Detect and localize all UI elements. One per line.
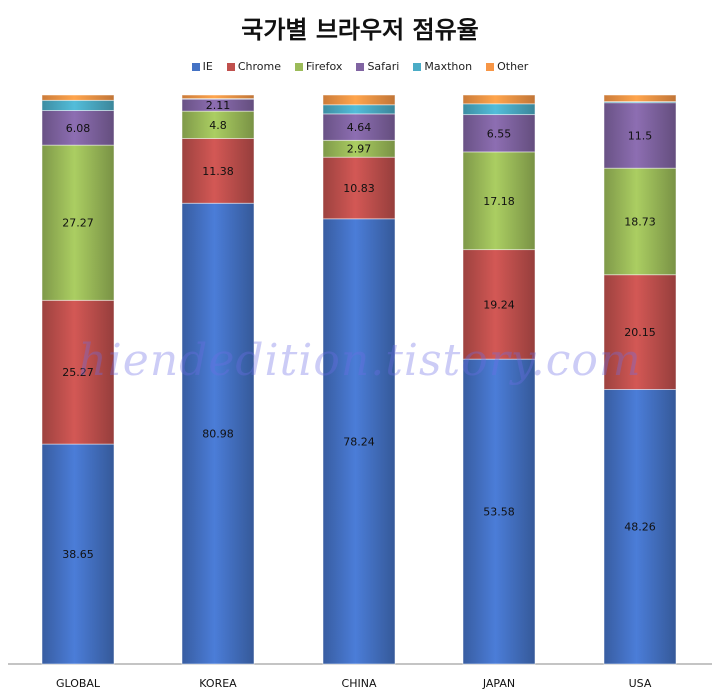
data-labels-group: 38.65 25.27 27.27 6.08 80.98 11.38 4.8 2.11 78.2…	[62, 99, 656, 561]
bar-segment-korea-chrome	[181, 138, 255, 204]
legend-label: IE	[202, 60, 213, 73]
bar-segment-china-chrome	[322, 156, 396, 220]
data-label-global-ie: 38.65	[62, 548, 94, 561]
bar-segment-japan-ie	[462, 358, 536, 665]
data-label-japan-safari: 6.55	[487, 127, 512, 140]
legend-item-safari: Safari	[356, 60, 399, 73]
bar-segment-usa-safari	[603, 102, 677, 169]
data-label-korea-chrome: 11.38	[202, 165, 234, 178]
data-label-china-safari: 4.64	[347, 121, 372, 134]
bar-segment-japan-maxthon	[462, 103, 536, 116]
data-label-usa-ie: 48.26	[624, 521, 656, 534]
data-label-china-chrome: 10.83	[343, 182, 375, 195]
x-tick-label-usa: USA	[629, 677, 652, 690]
bar-segment-china-ie	[322, 218, 396, 665]
bar-segment-japan-other	[462, 94, 536, 105]
data-label-korea-firefox: 4.8	[209, 119, 227, 132]
legend: IE Chrome Firefox Safari Maxthon Other	[0, 60, 720, 73]
data-label-global-firefox: 27.27	[62, 217, 94, 230]
data-label-korea-safari: 2.11	[206, 99, 231, 112]
data-label-korea-ie: 80.98	[202, 428, 234, 441]
legend-swatch	[295, 62, 304, 71]
data-label-china-firefox: 2.97	[347, 143, 372, 156]
legend-label: Firefox	[306, 60, 343, 73]
bars-group	[41, 94, 677, 665]
bar-segment-usa-other	[603, 94, 677, 103]
x-tick-label-global: GLOBAL	[56, 677, 101, 690]
data-label-japan-chrome: 19.24	[483, 298, 515, 311]
bar-segment-global-maxthon	[41, 99, 115, 111]
legend-swatch	[486, 62, 495, 71]
x-tick-labels-group: GLOBAL KOREA CHINA JAPAN USA	[56, 677, 652, 690]
bar-segment-usa-ie	[603, 389, 677, 665]
legend-item-other: Other	[486, 60, 528, 73]
bar-segment-korea-firefox	[181, 110, 255, 139]
bar-segment-china-safari	[322, 113, 396, 141]
x-tick-label-korea: KOREA	[199, 677, 237, 690]
legend-swatch	[191, 62, 200, 71]
bar-segment-global-ie	[41, 443, 115, 665]
bar-segment-global-firefox	[41, 144, 115, 301]
data-label-usa-firefox: 18.73	[624, 215, 656, 228]
x-tick-label-china: CHINA	[342, 677, 377, 690]
legend-item-chrome: Chrome	[226, 60, 282, 73]
bar-segment-global-safari	[41, 110, 115, 146]
legend-label: Other	[497, 60, 529, 73]
bar-segment-china-other	[322, 94, 396, 106]
bar-segment-japan-firefox	[462, 151, 536, 251]
legend-swatch	[356, 62, 365, 71]
data-label-usa-chrome: 20.15	[624, 326, 656, 339]
legend-label: Safari	[367, 60, 400, 73]
bar-segment-usa-chrome	[603, 274, 677, 390]
data-label-usa-safari: 11.5	[628, 129, 653, 142]
legend-label: Maxthon	[424, 60, 473, 73]
legend-swatch	[413, 62, 422, 71]
legend-item-ie: IE	[191, 60, 213, 73]
bar-segment-usa-firefox	[603, 167, 677, 276]
bar-segment-korea-other	[181, 94, 255, 99]
legend-item-firefox: Firefox	[295, 60, 342, 73]
legend-label: Chrome	[237, 60, 282, 73]
data-label-japan-firefox: 17.18	[483, 195, 515, 208]
data-label-global-chrome: 25.27	[62, 366, 94, 379]
data-label-china-ie: 78.24	[343, 435, 375, 448]
data-label-japan-ie: 53.58	[483, 506, 515, 519]
bar-segment-japan-chrome	[462, 249, 536, 360]
bar-segment-korea-ie	[181, 202, 255, 665]
bar-segment-japan-safari	[462, 114, 536, 153]
x-tick-label-japan: JAPAN	[482, 677, 515, 690]
bar-segment-global-other	[41, 94, 115, 101]
data-label-global-safari: 6.08	[66, 122, 91, 135]
legend-item-maxthon: Maxthon	[413, 60, 472, 73]
chart-title: 국가별 브라우저 점유율	[241, 16, 479, 44]
legend-swatch	[226, 62, 235, 71]
bar-segment-china-maxthon	[322, 104, 396, 115]
